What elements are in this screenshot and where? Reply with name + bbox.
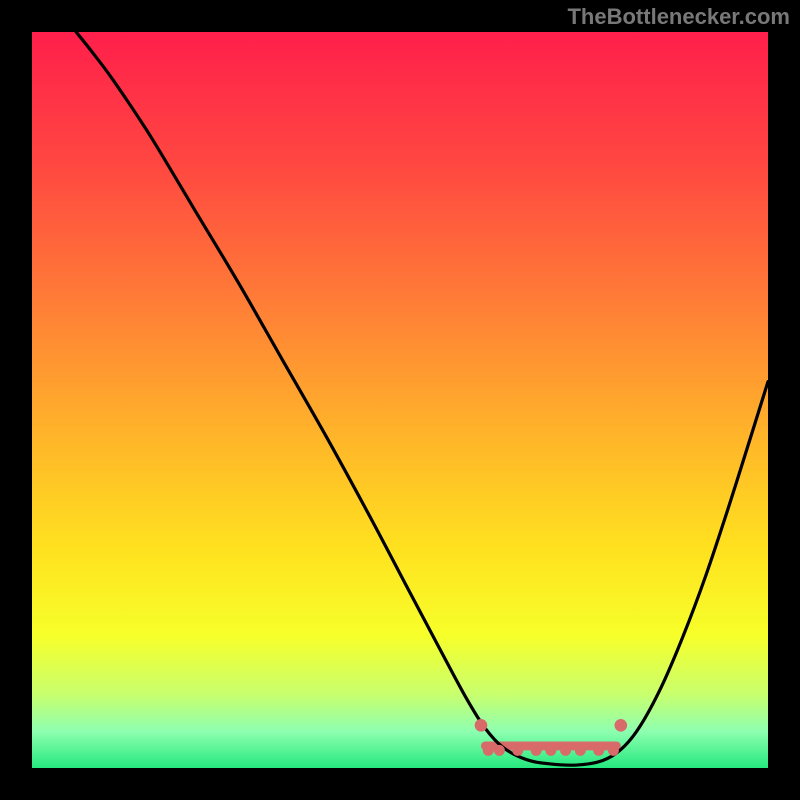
bottleneck-chart [0, 0, 800, 800]
zone-marker [531, 745, 542, 756]
zone-marker [494, 745, 505, 756]
zone-marker [575, 745, 586, 756]
zone-marker [560, 745, 571, 756]
plot-gradient-background [32, 32, 768, 768]
zone-endpoint-marker [475, 719, 488, 732]
chart-canvas: TheBottlenecker.com [0, 0, 800, 800]
zone-marker [593, 745, 604, 756]
zone-marker [483, 745, 494, 756]
zone-marker [545, 745, 556, 756]
zone-endpoint-marker [614, 719, 627, 732]
watermark-text: TheBottlenecker.com [567, 4, 790, 30]
zone-marker [512, 745, 523, 756]
zone-marker [608, 745, 619, 756]
